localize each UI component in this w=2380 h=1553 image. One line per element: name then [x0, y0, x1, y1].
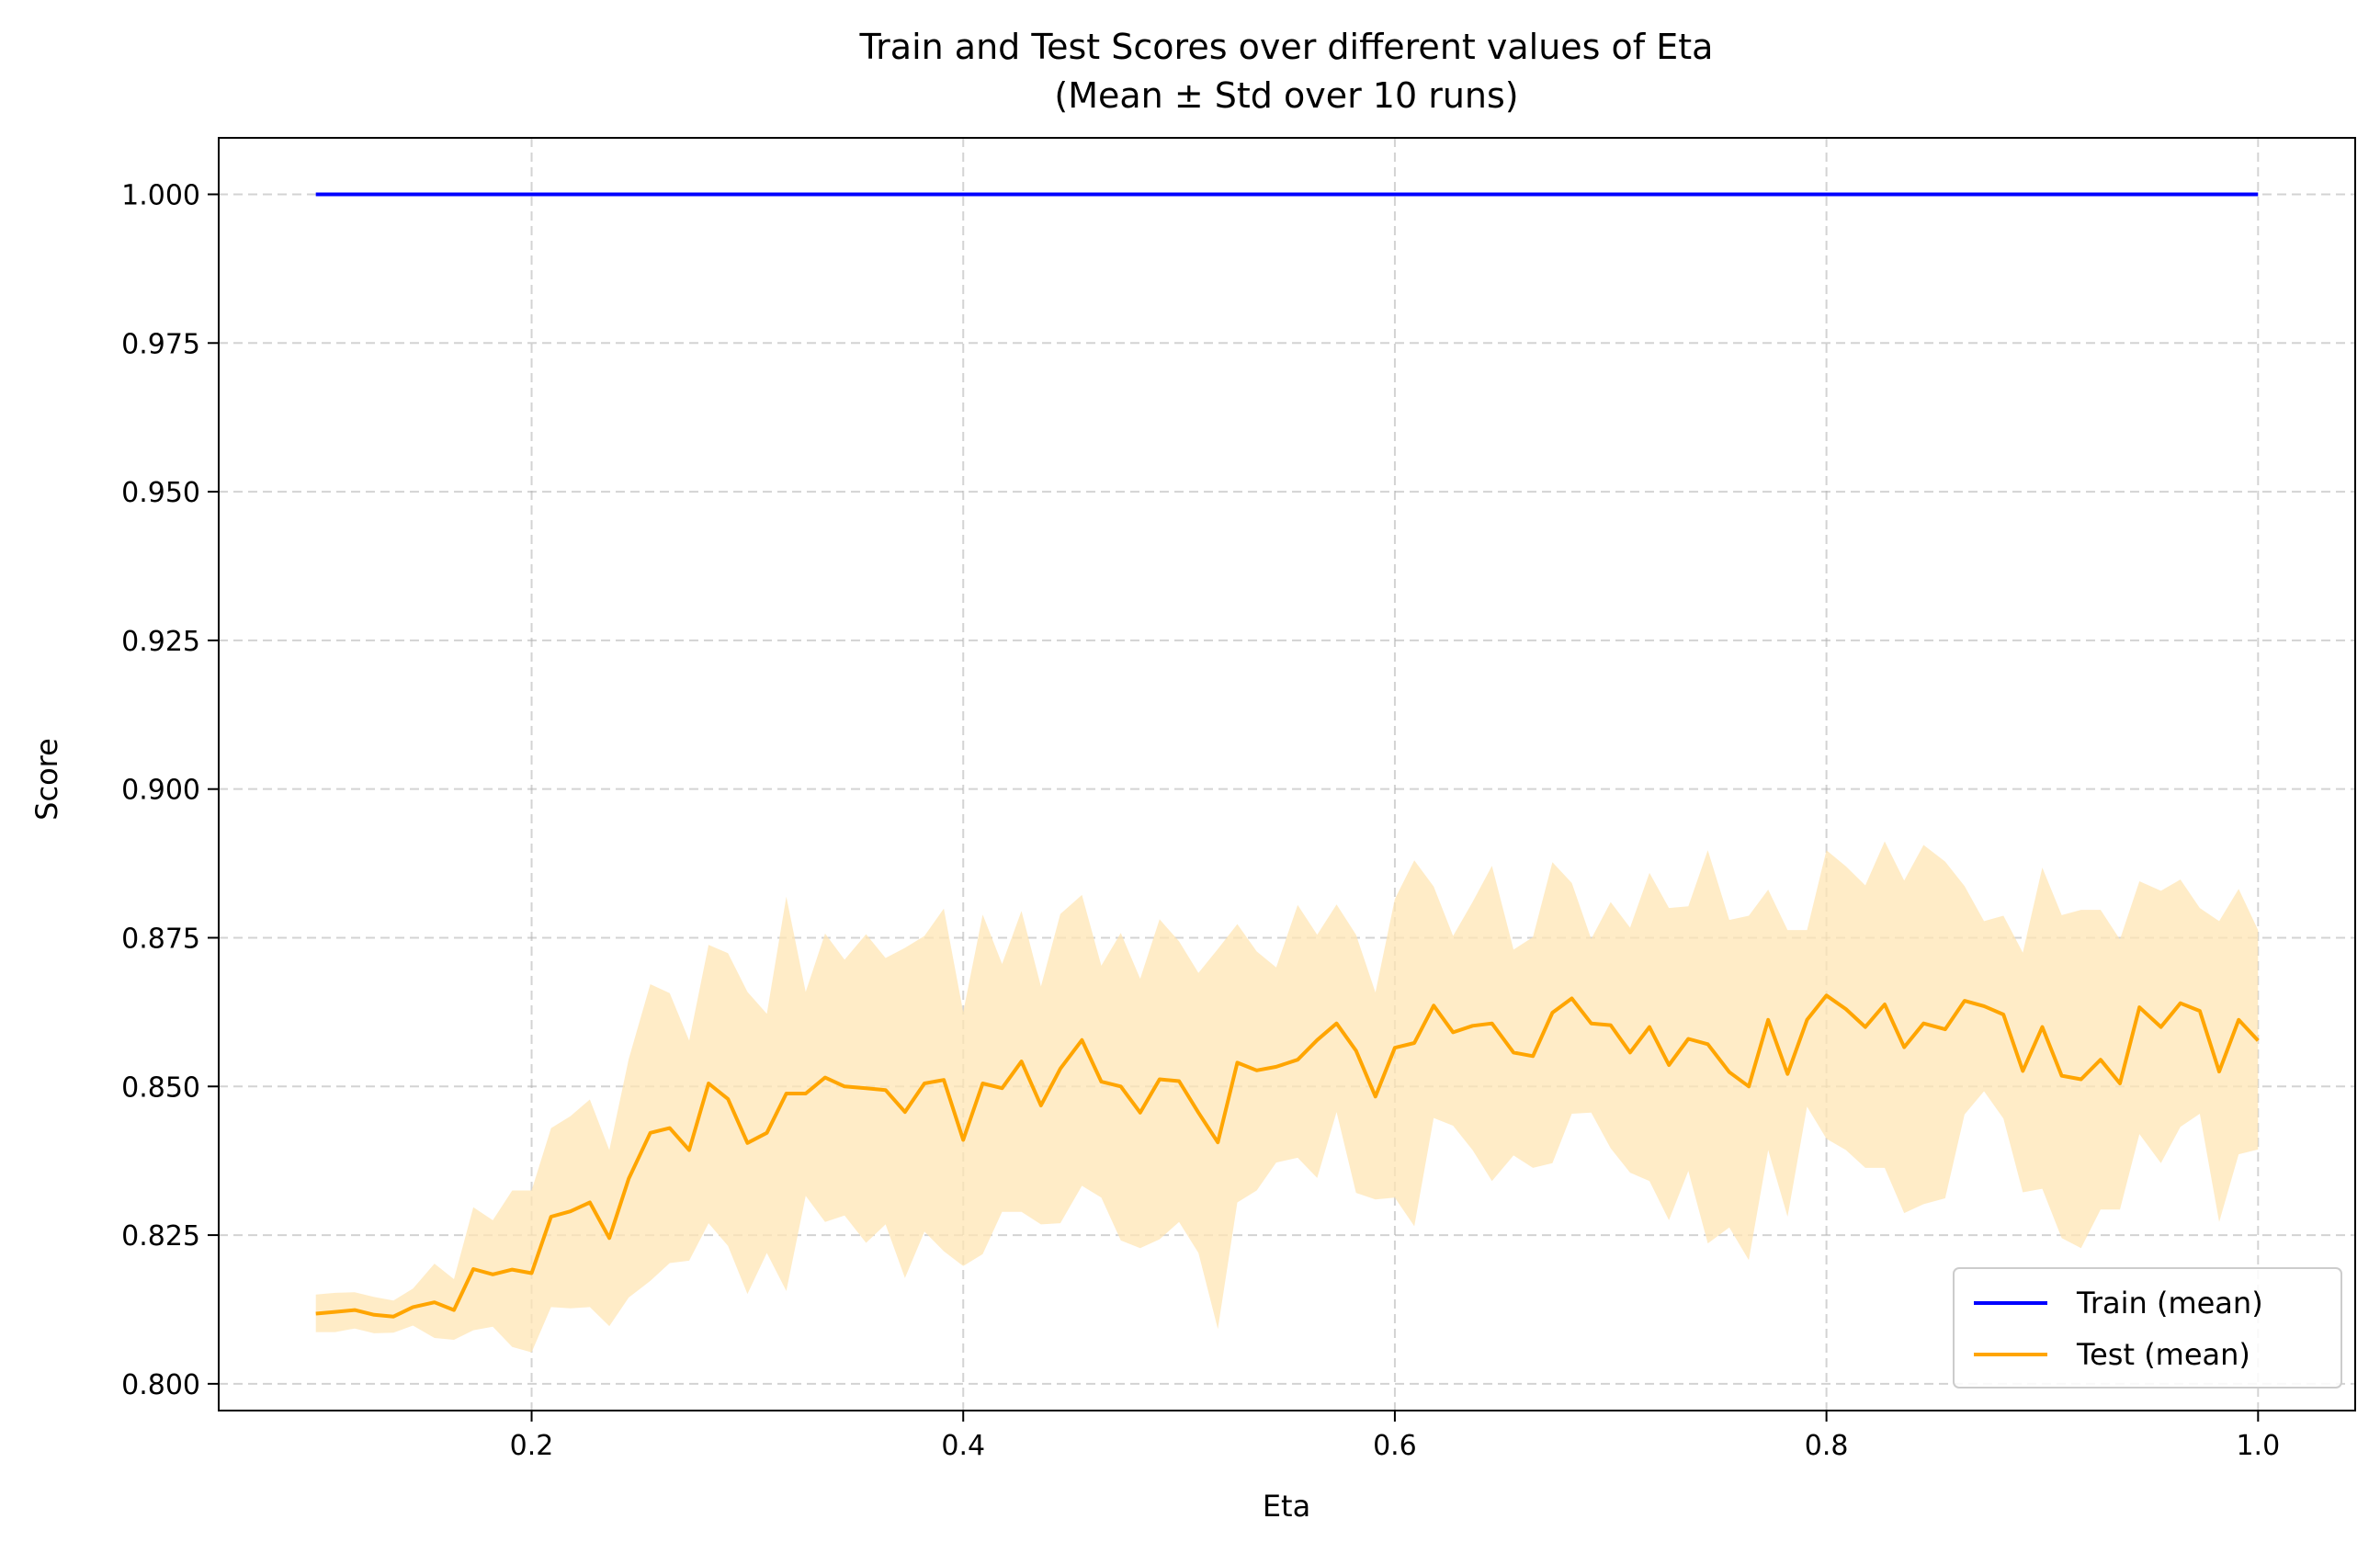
- axis-ticks: 0.2 0.4 0.6 0.8 1.0 0.800 0.825 0.850 0.875 0.900…: [121, 179, 2280, 1462]
- y-tick-label: 0.950: [121, 477, 200, 509]
- y-tick-label: 0.900: [121, 775, 200, 807]
- legend: Train (mean) Test (mean): [1953, 1267, 2342, 1389]
- legend-entry-label: Test (mean): [2076, 1337, 2250, 1372]
- legend-box: [1953, 1267, 2342, 1389]
- y-tick-label: 0.800: [121, 1369, 200, 1401]
- y-tick-label: 1.000: [121, 179, 200, 211]
- y-tick-label: 0.825: [121, 1220, 200, 1253]
- y-tick-label: 0.975: [121, 328, 200, 360]
- series-lines: [315, 192, 2260, 1319]
- chart-subtitle: (Mean ± Std over 10 runs): [1054, 75, 1518, 116]
- x-tick-label: 0.2: [510, 1430, 554, 1462]
- x-axis-label: Eta: [1263, 1489, 1310, 1524]
- plot-frame: [218, 137, 2356, 1411]
- legend-entry-label: Train (mean): [2076, 1286, 2263, 1321]
- test-mean-line: [315, 993, 2260, 1319]
- y-tick-label: 0.925: [121, 626, 200, 658]
- test-std-band: [315, 841, 2259, 1353]
- x-tick-label: 0.4: [941, 1430, 985, 1462]
- x-tick-label: 0.6: [1373, 1430, 1417, 1462]
- x-tick-label: 0.8: [1805, 1430, 1849, 1462]
- x-tick-label: 1.0: [2236, 1430, 2280, 1462]
- y-tick-label: 0.850: [121, 1071, 200, 1104]
- y-tick-label: 0.875: [121, 923, 200, 955]
- chart-title: Train and Test Scores over different val…: [859, 27, 1714, 67]
- test-std-band-layer: [315, 841, 2259, 1353]
- y-axis-label: Score: [29, 738, 64, 821]
